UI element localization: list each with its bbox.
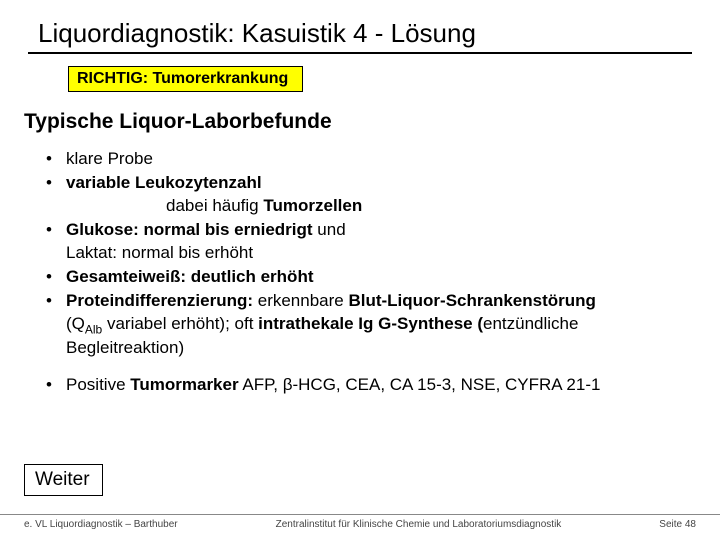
text: Glukose: normal bis erniedrigt (66, 220, 313, 239)
text: variabel erhöht); oft (102, 314, 258, 333)
list-item: Glukose: normal bis erniedrigt und Lakta… (42, 219, 692, 265)
text: Laktat: normal bis erhöht (66, 243, 253, 262)
text: und (313, 220, 346, 239)
text: intrathekale Ig G-Synthese ( (258, 314, 483, 333)
section-heading: Typische Liquor-Laborbefunde (24, 110, 692, 134)
sub-line: Laktat: normal bis erhöht (66, 242, 692, 265)
title-underline (28, 52, 692, 54)
footer-right: Seite 48 (659, 519, 696, 530)
text: Proteindifferenzierung: (66, 291, 253, 310)
text: (Q (66, 314, 85, 333)
text: dabei häufig (166, 196, 263, 215)
page-title: Liquordiagnostik: Kasuistik 4 - Lösung (38, 18, 692, 49)
footer: e. VL Liquordiagnostik – Barthuber Zentr… (0, 514, 720, 530)
footer-left: e. VL Liquordiagnostik – Barthuber (24, 519, 178, 530)
text: entzündliche (483, 314, 578, 333)
list-item: klare Probe (42, 148, 692, 171)
list-item: Gesamteiweiß: deutlich erhöht (42, 266, 692, 289)
findings-list: klare Probe variable Leukozytenzahl dabe… (42, 148, 692, 397)
text: variable Leukozytenzahl (66, 173, 262, 192)
sub-line: Begleitreaktion) (66, 337, 692, 360)
text: Gesamteiweiß: deutlich erhöht (66, 267, 314, 286)
text: erkennbare (253, 291, 348, 310)
list-item: Proteindifferenzierung: erkennbare Blut-… (42, 290, 692, 360)
footer-center: Zentralinstitut für Klinische Chemie und… (276, 519, 562, 530)
slide: Liquordiagnostik: Kasuistik 4 - Lösung R… (0, 0, 720, 540)
sub-line: dabei häufig Tumorzellen (66, 195, 692, 218)
text: Tumormarker (130, 375, 238, 394)
list-item: variable Leukozytenzahl dabei häufig Tum… (42, 172, 692, 218)
subscript: Alb (85, 322, 102, 336)
text: Positive (66, 375, 130, 394)
next-button[interactable]: Weiter (24, 464, 103, 496)
text: klare Probe (66, 149, 153, 168)
sub-line: (QAlb variabel erhöht); oft intrathekale… (66, 313, 692, 338)
text: AFP, β-HCG, CEA, CA 15-3, NSE, CYFRA 21-… (239, 375, 601, 394)
text: Tumorzellen (263, 196, 362, 215)
text: Blut-Liquor-Schrankenstörung (348, 291, 595, 310)
answer-box: RICHTIG: Tumorerkrankung (68, 66, 303, 92)
list-item: Positive Tumormarker AFP, β-HCG, CEA, CA… (42, 374, 692, 397)
text: Begleitreaktion) (66, 338, 184, 357)
